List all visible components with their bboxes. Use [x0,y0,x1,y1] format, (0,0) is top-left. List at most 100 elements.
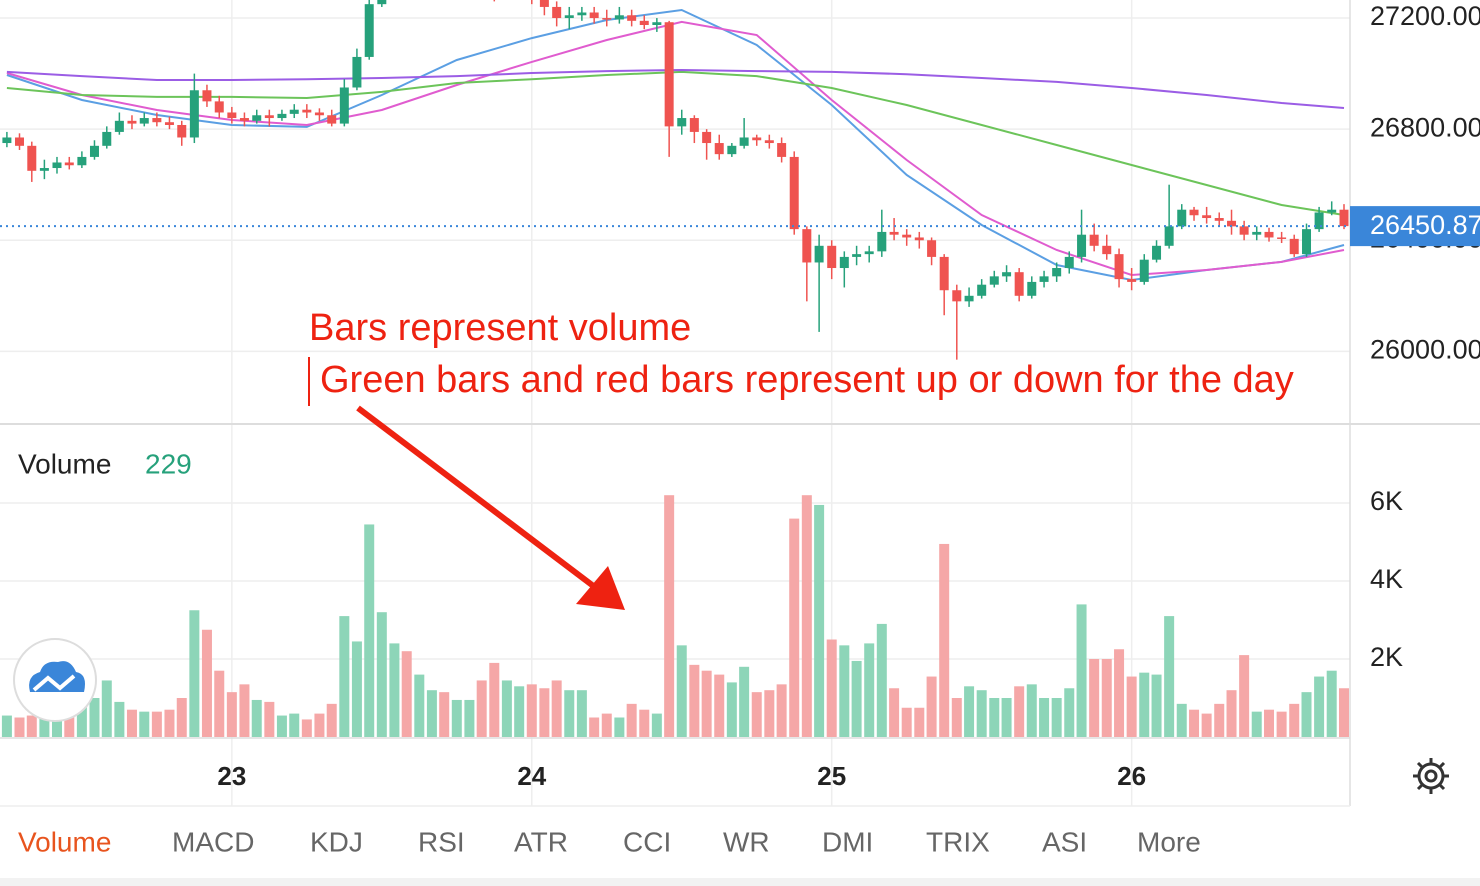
volume-bar [39,717,50,737]
candle-body [964,295,974,302]
volume-bar [389,643,400,737]
indicator-tab[interactable]: KDJ [310,826,363,857]
candle-body [327,115,337,124]
volume-bar [1189,709,1200,737]
y-tick-label: 4K [1370,564,1403,594]
candle-body [1114,254,1124,280]
volume-bar [1139,672,1150,737]
candle-body [1239,226,1249,235]
indicator-tab[interactable]: RSI [418,826,465,857]
volume-bar [439,692,450,737]
volume-bar [851,660,862,737]
indicator-tab[interactable]: CCI [623,826,671,857]
volume-bar [239,684,250,737]
candle-body [777,143,787,157]
candle-body [877,231,887,252]
candle-body [364,4,374,57]
volume-bar [1201,713,1212,737]
candle-body [689,118,699,132]
candle-body [839,256,849,269]
candle-body [977,284,987,296]
volume-bar [926,676,937,737]
volume-bar [264,701,275,737]
candle-body [552,6,562,19]
volume-bar [914,707,925,737]
candle-body [177,124,187,138]
moving-average-line [6,70,1345,216]
candle-body [1314,212,1324,230]
volume-bar [1014,686,1025,737]
candle-body [577,12,587,16]
volume-bar [814,504,825,737]
volume-bar [1226,690,1237,737]
volume-bar [651,713,662,737]
candle-body [1102,245,1112,255]
candle-body [1152,245,1162,260]
candle-body [677,118,687,127]
candle-body [852,254,862,257]
volume-bar [689,664,700,737]
volume-bar [889,688,900,737]
indicator-tab[interactable]: DMI [822,826,873,857]
gear-hub [1424,769,1438,783]
annotation: Bars represent volume [309,307,691,349]
volume-bar [1339,688,1350,737]
volume-bar [901,707,912,737]
logo[interactable] [13,638,97,722]
volume-bar [701,670,712,737]
candle-body [1252,231,1262,235]
volume-bar [964,686,975,737]
volume-bar [626,703,637,737]
candle-body [814,245,824,263]
candle-body [377,0,387,5]
candle-body [214,101,224,113]
candle-body [1327,209,1337,213]
indicator-tab[interactable]: ASI [1042,826,1087,857]
settings-icon[interactable] [1413,758,1449,794]
volume-bar [589,717,600,737]
indicator-tab[interactable]: WR [723,826,770,857]
indicator-tab[interactable]: TRIX [926,826,990,857]
candle-body [639,20,649,25]
candle-body [52,162,62,169]
last-price-box [1350,206,1480,247]
arrow-head [576,566,625,610]
candle-body [227,112,237,119]
candle-body [1189,209,1199,216]
candle-body [139,118,149,124]
volume-bar [864,643,875,737]
volume-bar [414,674,425,737]
candle-body [1277,237,1287,239]
volume-bar [476,680,487,737]
volume-bar [526,684,537,737]
candle-body [277,113,287,119]
candle-body [1289,238,1299,255]
indicator-tab[interactable]: More [1137,826,1201,857]
indicator-tab[interactable]: ATR [514,826,568,857]
volume-legend-value: 229 [145,448,192,479]
candle-body [889,231,899,235]
bottom-bar [0,878,1480,886]
volume-bar [1101,659,1112,737]
volume-bar [326,703,337,737]
volume-bar [314,713,325,737]
volume-bar [139,711,150,737]
candle-body [1077,234,1087,257]
candle-body [714,143,724,155]
tabs: Volume MACD KDJ RSI ATR CCI WR DMI TRIX ASI More [18,826,1201,857]
volume-bar [1276,711,1287,737]
indicator-tab[interactable]: Volume [18,826,111,857]
indicator-tab[interactable]: MACD [172,826,254,857]
candle-body [114,120,124,132]
volume-bar [739,666,750,737]
candle-body [1089,234,1099,246]
volume-bar [1251,711,1262,737]
volume-bar [776,684,787,737]
y-tick-label: 6K [1370,486,1403,516]
volume-bar [201,629,212,737]
candle-body [1127,279,1137,282]
volume-bar [51,711,62,737]
volume-bar [164,709,175,737]
candle-body [539,0,549,7]
volume-bar [126,709,137,737]
